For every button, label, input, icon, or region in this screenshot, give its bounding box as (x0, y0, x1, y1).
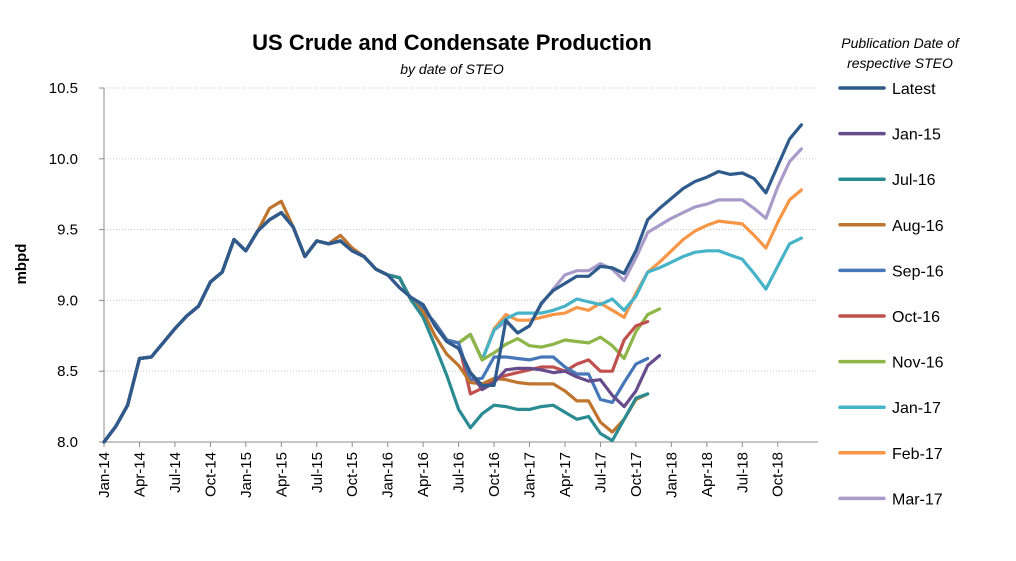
legend-label: Latest (892, 81, 936, 98)
legend-label: Nov-16 (892, 355, 944, 372)
series-line-latest (102, 123, 804, 444)
x-tick-label: Apr-15 (273, 452, 290, 497)
x-tick-label: Apr-16 (415, 452, 432, 497)
legend-label: Oct-16 (892, 309, 940, 326)
legend-label: Mar-17 (892, 491, 943, 508)
y-tick-label: 10.0 (49, 151, 78, 168)
series-line-mar-17 (102, 147, 804, 444)
legend-item: Latest (838, 81, 936, 98)
legend-item: Nov-16 (838, 355, 944, 372)
legend-label: Jan-17 (892, 400, 941, 417)
x-tick-label: Jan-18 (663, 452, 680, 498)
legend-item: Feb-17 (838, 446, 943, 463)
legend-title-line-2: respective STEO (847, 55, 953, 71)
x-tick-label: Jul-18 (734, 452, 751, 493)
y-tick-labels: 8.0 8.5 9.0 9.5 10.0 10.5 (49, 80, 78, 451)
series-line-jul-16 (102, 211, 650, 444)
y-tick-label: 8.0 (57, 434, 78, 451)
x-tick-label: Jul-16 (451, 452, 468, 493)
legend-label: Jan-15 (892, 127, 941, 144)
x-tick-label: Jan-15 (238, 452, 255, 498)
x-tick-labels: Jan-14 Apr-14 Jul-14 Oct-14 Jan-15 Apr-15 Jul-… (96, 452, 787, 498)
x-tick-label: Jan-16 (380, 452, 397, 498)
x-tick-label: Oct-14 (202, 452, 219, 497)
series-line-jan-17 (102, 211, 804, 444)
x-tick-label: Oct-18 (770, 452, 787, 497)
legend-item: Oct-16 (838, 309, 940, 326)
chart-subtitle: by date of STEO (400, 61, 504, 77)
legend-items: Latest Jan-15 Jul-16 Aug-16 Sep-16 Oct-16 Nov-… (838, 81, 944, 508)
legend-item: Mar-17 (838, 491, 943, 508)
legend-item: Sep-16 (838, 263, 944, 280)
legend-title-line-1: Publication Date of (841, 35, 961, 51)
series-line-oct-16 (102, 211, 650, 444)
y-axis-label: mbpd (13, 244, 30, 285)
series-line-feb-17 (102, 188, 804, 444)
y-tick-label: 8.5 (57, 363, 78, 380)
legend-label: Jul-16 (892, 172, 936, 189)
legend-item: Jan-17 (838, 400, 941, 417)
legend-item: Jan-15 (838, 127, 941, 144)
y-tick-label: 10.5 (49, 80, 78, 97)
x-tick-label: Jul-15 (309, 452, 326, 493)
legend: Publication Date of respective STEO Late… (838, 35, 961, 508)
x-tick-label: Jan-14 (96, 452, 113, 498)
x-tick-label: Apr-17 (557, 452, 574, 497)
y-tick-label: 9.0 (57, 292, 78, 309)
gridlines (104, 87, 818, 372)
x-tick-label: Oct-17 (628, 452, 645, 497)
series-line-nov-16 (102, 211, 662, 444)
series-line-jan-15 (102, 211, 662, 444)
x-tick-label: Apr-18 (699, 452, 716, 497)
x-tick-label: Jul-17 (592, 452, 609, 493)
legend-label: Aug-16 (892, 218, 944, 235)
x-tick-label: Oct-16 (486, 452, 503, 497)
x-tick-label: Jul-14 (167, 452, 184, 493)
x-tick-label: Oct-15 (344, 452, 361, 497)
legend-label: Feb-17 (892, 446, 943, 463)
x-tick-label: Jan-17 (522, 452, 539, 498)
legend-item: Aug-16 (838, 218, 944, 235)
series-lines (102, 123, 804, 444)
legend-label: Sep-16 (892, 263, 944, 280)
series-line-sep-16 (102, 211, 650, 444)
y-tick-label: 9.5 (57, 222, 78, 239)
x-tick-label: Apr-14 (131, 452, 148, 497)
legend-item: Jul-16 (838, 172, 936, 189)
series-line-aug-16 (102, 199, 650, 444)
chart-title: US Crude and Condensate Production (252, 30, 652, 55)
axes (99, 87, 818, 447)
